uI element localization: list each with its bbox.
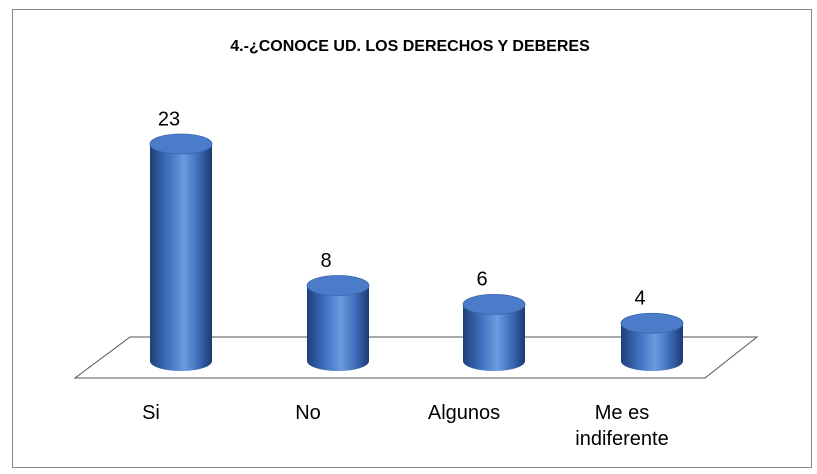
bar-top — [462, 293, 526, 315]
bar — [149, 133, 213, 371]
x-tick-label: No — [295, 402, 321, 424]
bar-body — [150, 144, 212, 371]
chart-border — [12, 9, 812, 468]
data-label: 6 — [476, 269, 487, 291]
data-label: 8 — [320, 250, 331, 272]
bar-body — [307, 285, 369, 371]
bar-body — [621, 323, 683, 371]
floor — [73, 336, 759, 379]
bar — [306, 275, 370, 371]
chart-title: 4.-¿CONOCE UD. LOS DERECHOS Y DEBERES — [230, 38, 590, 55]
bar-top — [620, 312, 684, 334]
bar — [462, 293, 526, 371]
bar-top — [306, 275, 370, 296]
x-tick-label: Si — [142, 402, 160, 424]
bar-top — [149, 133, 213, 155]
bar-body — [463, 304, 525, 371]
x-tick-label: Algunos — [427, 402, 501, 424]
bar — [620, 312, 684, 371]
data-label: 4 — [634, 288, 645, 310]
x-tick-label: Me es indiferente — [575, 402, 669, 450]
data-label: 23 — [158, 108, 180, 130]
